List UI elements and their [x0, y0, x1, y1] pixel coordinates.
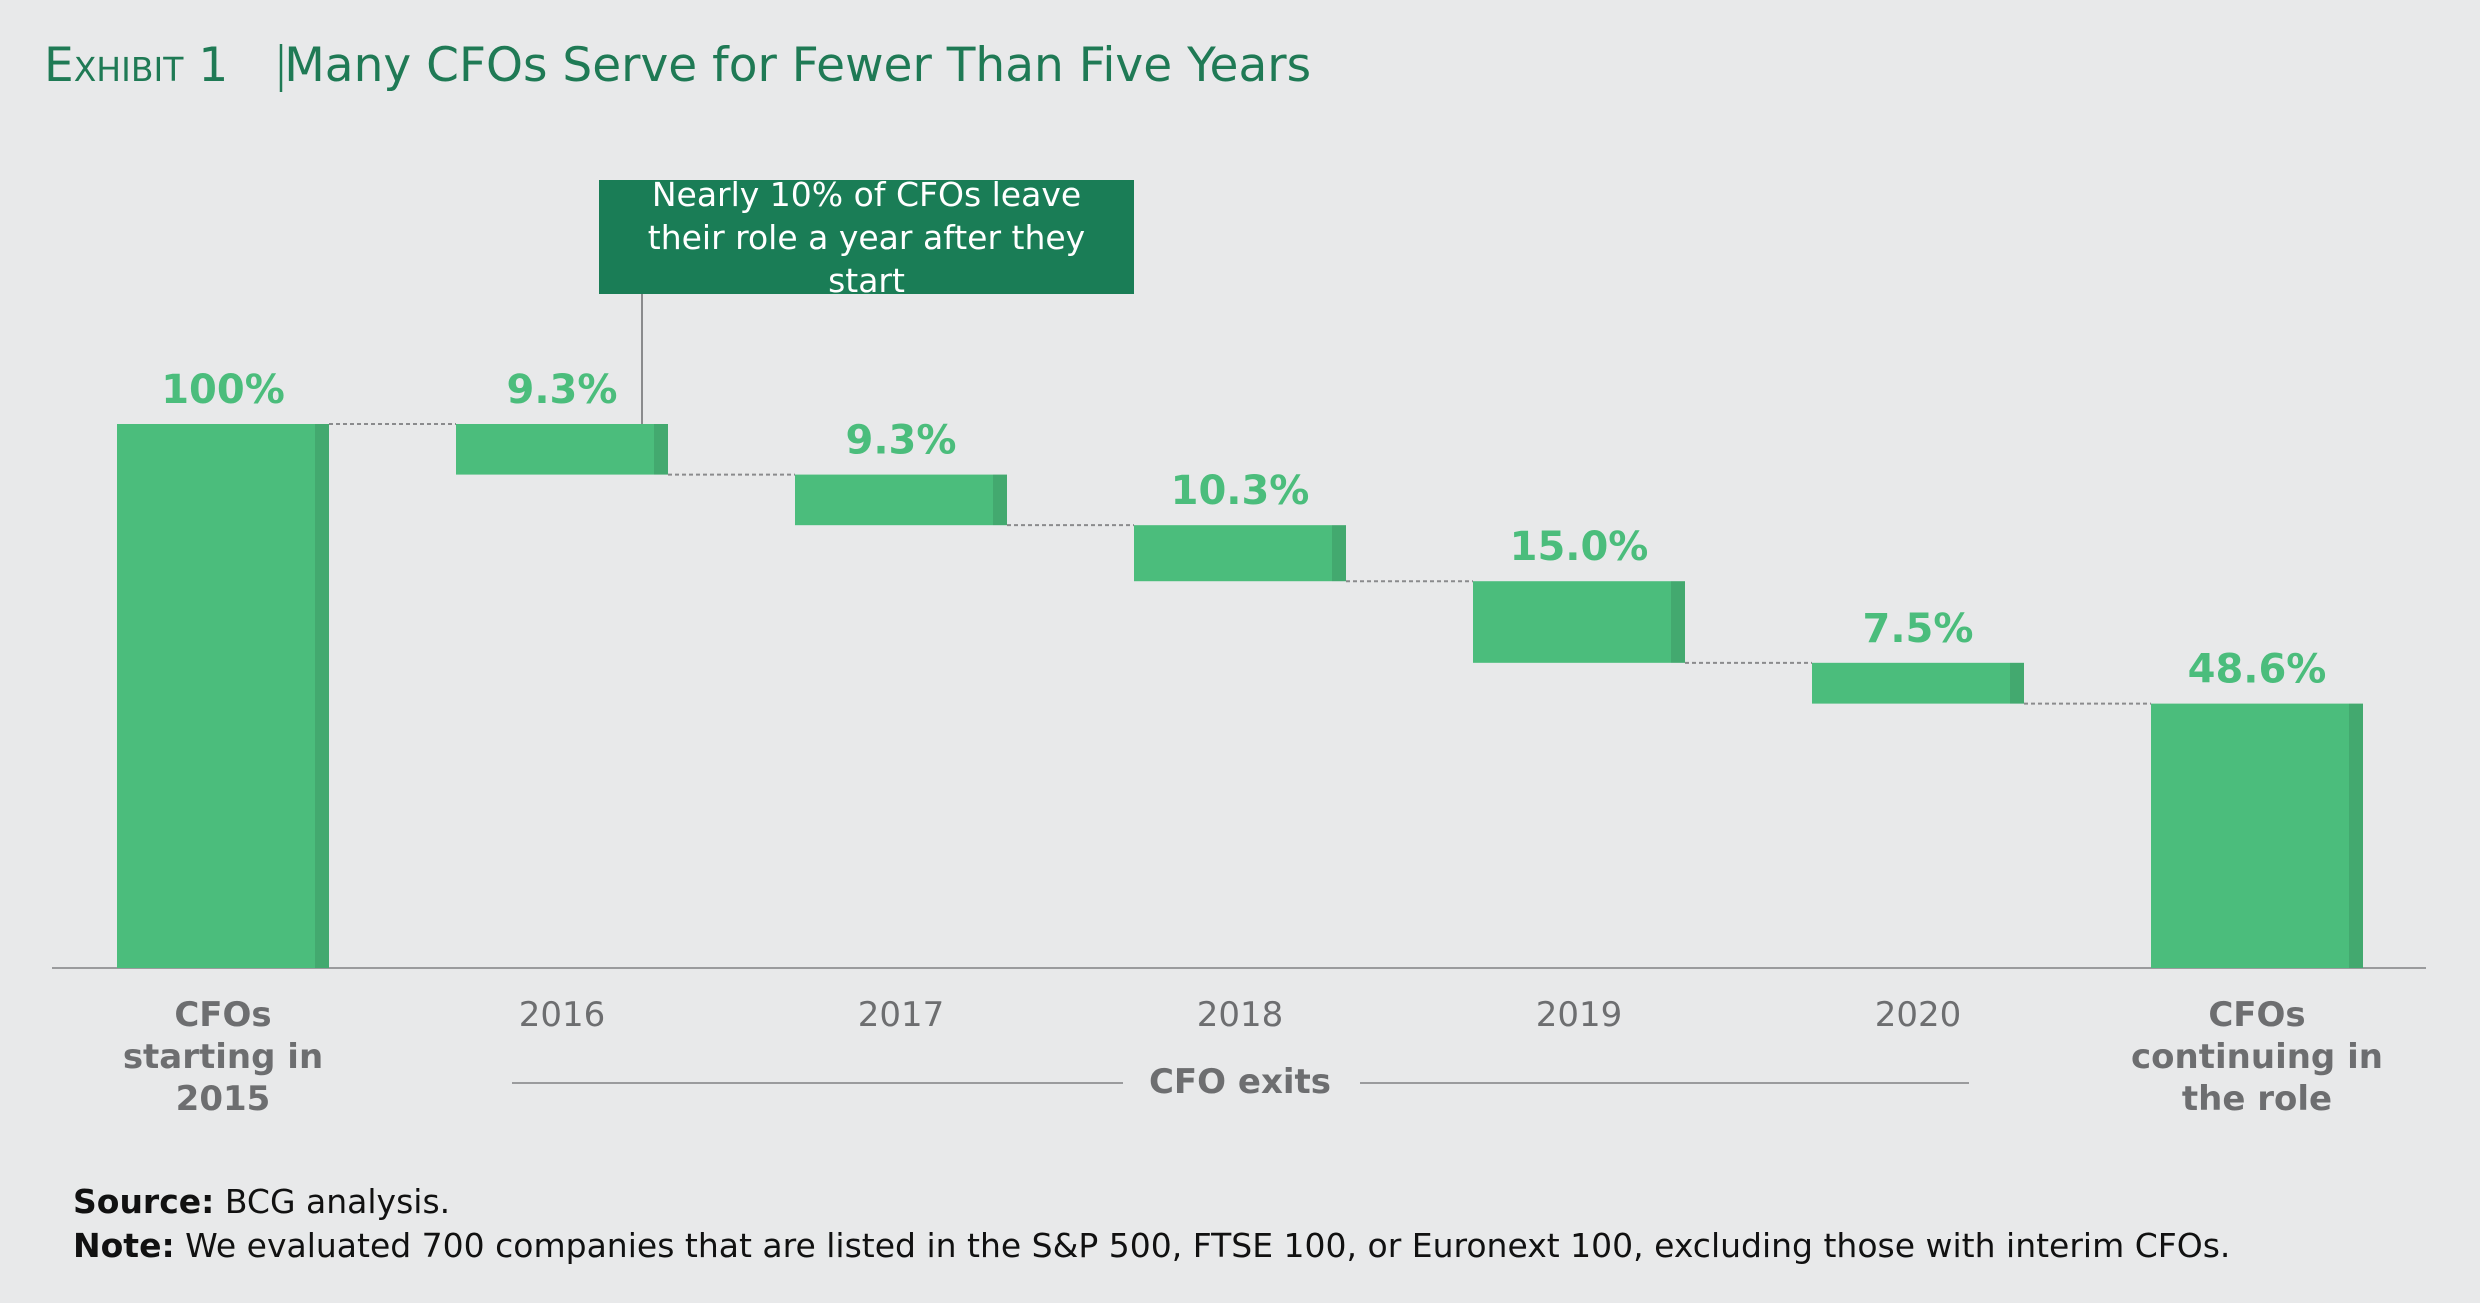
value-label: 100%	[161, 367, 285, 413]
bar-shade	[1332, 525, 1346, 582]
source-label: Source:	[73, 1182, 215, 1221]
bar-shade	[654, 424, 668, 475]
exhibit-label: Exhibit 1	[44, 38, 229, 93]
x-tick-label: CFOs continuing in the role	[2131, 995, 2383, 1119]
bar	[2151, 703, 2363, 968]
bar	[1134, 525, 1346, 582]
title-block: Exhibit 1 Many CFOs Serve for Fewer Than …	[44, 38, 1311, 93]
bar-shade	[2010, 662, 2024, 704]
value-label: 48.6%	[2188, 647, 2327, 693]
bar-body	[2151, 703, 2363, 968]
note-text: We evaluated 700 companies that are list…	[185, 1226, 2231, 1265]
bar	[456, 424, 668, 475]
bar-shade	[315, 424, 329, 968]
bar-shade	[993, 474, 1007, 526]
bar-body	[1812, 662, 2024, 704]
bar-body	[1473, 581, 1685, 663]
bar	[1812, 662, 2024, 704]
x-tick-label: CFOs starting in 2015	[122, 995, 324, 1119]
bar-shade	[1671, 581, 1685, 663]
note-label: Note:	[73, 1226, 175, 1265]
source-text: BCG analysis.	[224, 1182, 451, 1221]
source: Source: BCG analysis.	[73, 1182, 450, 1221]
group-label: CFO exits	[1148, 1062, 1332, 1102]
value-label: 9.3%	[507, 367, 618, 413]
bar-shade	[2349, 703, 2363, 968]
annotation: Nearly 10% of CFOs leave their role a ye…	[599, 175, 1134, 300]
bar-body	[117, 424, 329, 968]
note: Note: We evaluated 700 companies that ar…	[73, 1226, 2230, 1265]
x-tick-label: 2020	[1874, 995, 1962, 1035]
x-tick-label: 2019	[1535, 995, 1623, 1035]
bar	[117, 424, 329, 968]
bar-body	[1134, 525, 1346, 582]
bar-body	[456, 424, 668, 475]
x-tick-label: 2017	[857, 995, 945, 1035]
bar	[795, 474, 1007, 526]
x-tick-label: 2018	[1196, 995, 1284, 1035]
value-label: 7.5%	[1863, 606, 1974, 652]
chart-title: Many CFOs Serve for Fewer Than Five Year…	[284, 38, 1312, 93]
value-label: 9.3%	[846, 418, 957, 464]
bar-body	[795, 474, 1007, 526]
bar	[1473, 581, 1685, 663]
value-label: 15.0%	[1510, 524, 1649, 570]
x-tick-label: 2016	[518, 995, 606, 1035]
value-label: 10.3%	[1171, 468, 1310, 514]
